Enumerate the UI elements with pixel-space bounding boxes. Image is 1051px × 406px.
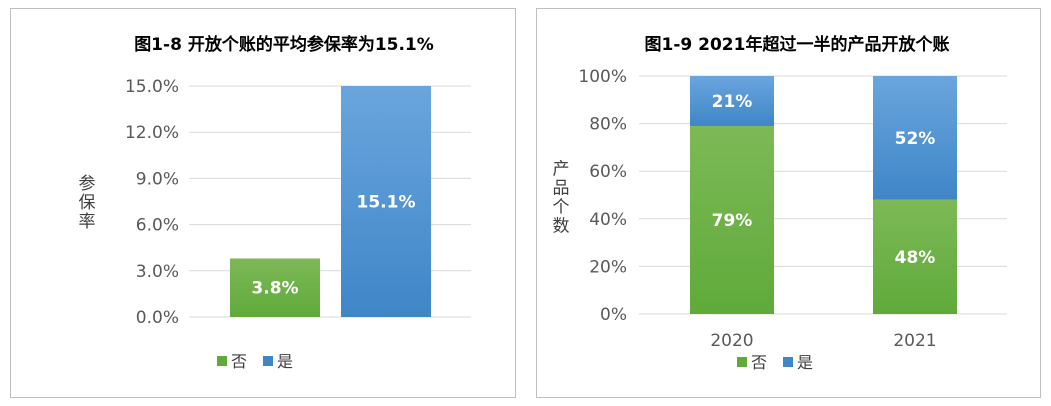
y-tick-label: 9.0%	[136, 169, 179, 189]
chart-panel-participation-rate: 图1-8 开放个账的平均参保率为15.1% 0.0% 3.0% 6.0% 9.0% 12…	[10, 8, 516, 398]
legend-label-no: 否	[231, 352, 247, 371]
chart-panel-product-share: 图1-9 2021年超过一半的产品开放个账 0% 20% 40% 60% 80% 100%…	[536, 8, 1041, 398]
bar-segment-yes-2020	[690, 76, 774, 126]
data-label: 52%	[895, 129, 936, 149]
data-label: 79%	[712, 211, 753, 231]
y-axis-label: 参保率	[79, 174, 96, 232]
legend-label-yes: 是	[797, 353, 813, 372]
legend-label-no: 否	[751, 353, 767, 372]
y-tick-label: 100%	[578, 67, 627, 87]
y-tick-label: 15.0%	[125, 77, 179, 97]
bar-no	[230, 258, 320, 317]
bar-segment-no-2021	[873, 199, 957, 314]
data-label: 3.8%	[251, 279, 298, 299]
y-tick-label: 60%	[589, 162, 627, 182]
y-tick-label: 12.0%	[125, 123, 179, 143]
y-tick-label: 80%	[589, 115, 627, 135]
legend-swatch-no	[737, 357, 747, 367]
y-tick-label: 40%	[589, 210, 627, 230]
legend-swatch-yes	[263, 356, 273, 366]
x-tick-label: 2020	[710, 331, 753, 351]
bar-yes	[341, 86, 431, 317]
data-label: 48%	[895, 248, 936, 268]
x-tick-label: 2021	[893, 331, 936, 351]
legend-swatch-yes	[783, 357, 793, 367]
chart-title: 图1-8 开放个账的平均参保率为15.1%	[134, 34, 434, 55]
y-tick-label: 0.0%	[136, 308, 179, 328]
chart-participation-rate: 图1-8 开放个账的平均参保率为15.1% 0.0% 3.0% 6.0% 9.0% 12…	[79, 34, 471, 371]
bar-segment-yes-2021	[873, 76, 957, 200]
chart-product-share: 图1-9 2021年超过一半的产品开放个账 0% 20% 40% 60% 80% 100%…	[553, 34, 1007, 372]
bar-segment-no-2020	[690, 125, 774, 314]
y-tick-label: 0%	[600, 305, 627, 325]
legend-swatch-no	[217, 356, 227, 366]
y-tick-label: 20%	[589, 257, 627, 277]
y-tick-label: 3.0%	[136, 262, 179, 282]
data-label: 15.1%	[357, 193, 416, 213]
data-label: 21%	[712, 92, 753, 112]
y-tick-label: 6.0%	[136, 216, 179, 236]
chart-title: 图1-9 2021年超过一半的产品开放个账	[645, 34, 950, 55]
y-axis-label: 产品个数	[553, 160, 570, 237]
legend-label-yes: 是	[277, 352, 293, 371]
